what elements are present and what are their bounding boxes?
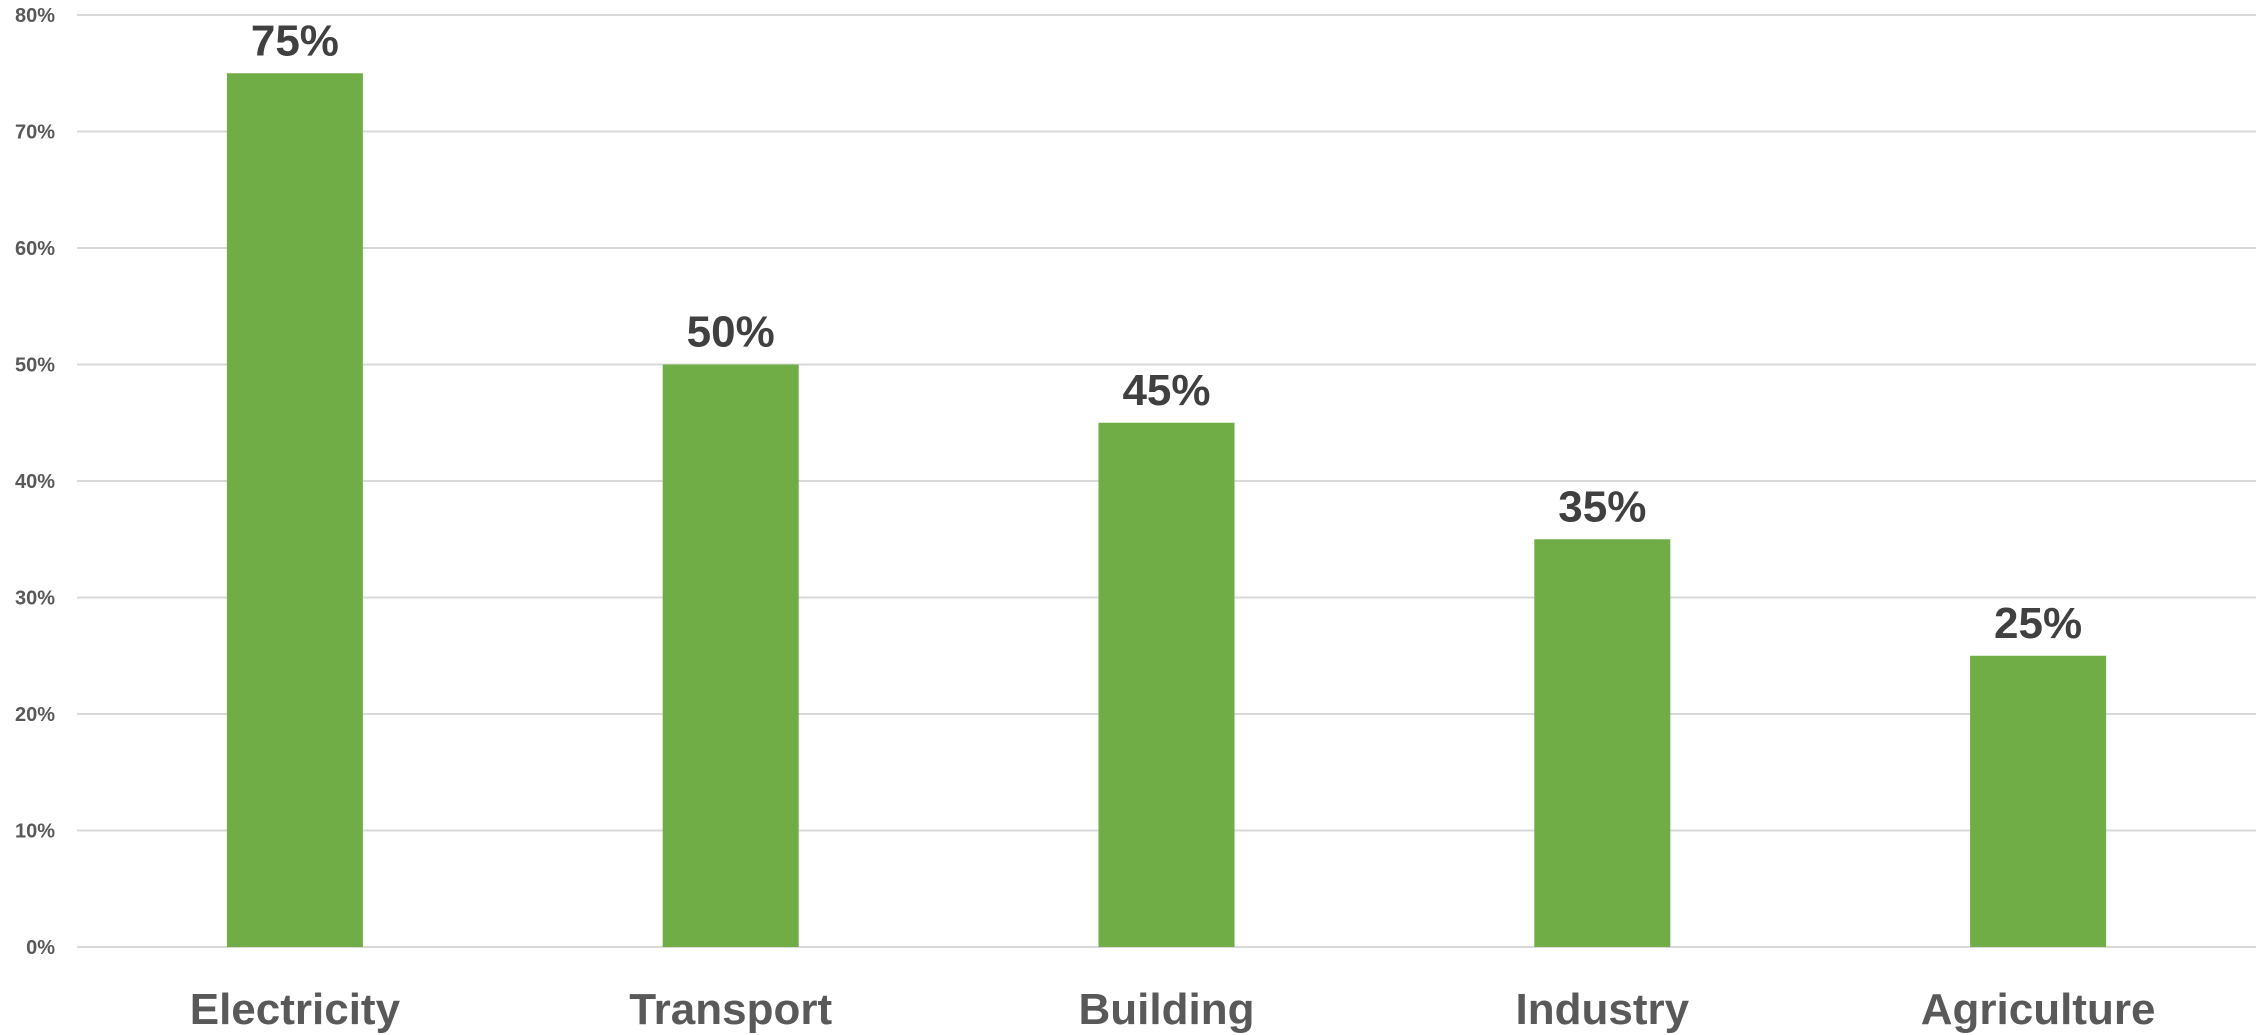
y-tick-label: 30% xyxy=(15,588,55,610)
x-tick-label: Transport xyxy=(629,985,832,1034)
y-tick-label: 50% xyxy=(15,355,55,377)
data-label: 75% xyxy=(251,16,339,65)
y-tick-label: 70% xyxy=(15,122,55,144)
bar-transport xyxy=(662,364,799,947)
y-axis-ticks: 0% 10% 20% 30% 40% 50% 60% 70% 80% xyxy=(15,5,55,959)
y-tick-label: 10% xyxy=(15,821,55,843)
x-tick-label: Building xyxy=(1079,985,1255,1034)
x-tick-label: Industry xyxy=(1516,985,1690,1034)
y-tick-label: 80% xyxy=(15,5,55,27)
bar-electricity xyxy=(226,73,363,947)
y-tick-label: 40% xyxy=(15,471,55,493)
bar-agriculture xyxy=(1970,655,2107,947)
data-labels: 75% 50% 45% 35% 25% xyxy=(251,16,2082,648)
data-label: 25% xyxy=(1994,599,2082,648)
bars xyxy=(226,73,2107,947)
data-label: 35% xyxy=(1558,482,1646,531)
x-tick-label: Electricity xyxy=(190,985,401,1034)
bar-building xyxy=(1098,422,1235,947)
data-label: 50% xyxy=(687,308,775,357)
x-axis-ticks: Electricity Transport Building Industry Agri… xyxy=(190,985,2156,1034)
y-tick-label: 20% xyxy=(15,704,55,726)
data-label: 45% xyxy=(1122,366,1210,415)
bar-industry xyxy=(1534,539,1671,947)
y-tick-label: 60% xyxy=(15,238,55,260)
y-tick-label: 0% xyxy=(26,937,55,959)
x-tick-label: Agriculture xyxy=(1921,985,2156,1034)
